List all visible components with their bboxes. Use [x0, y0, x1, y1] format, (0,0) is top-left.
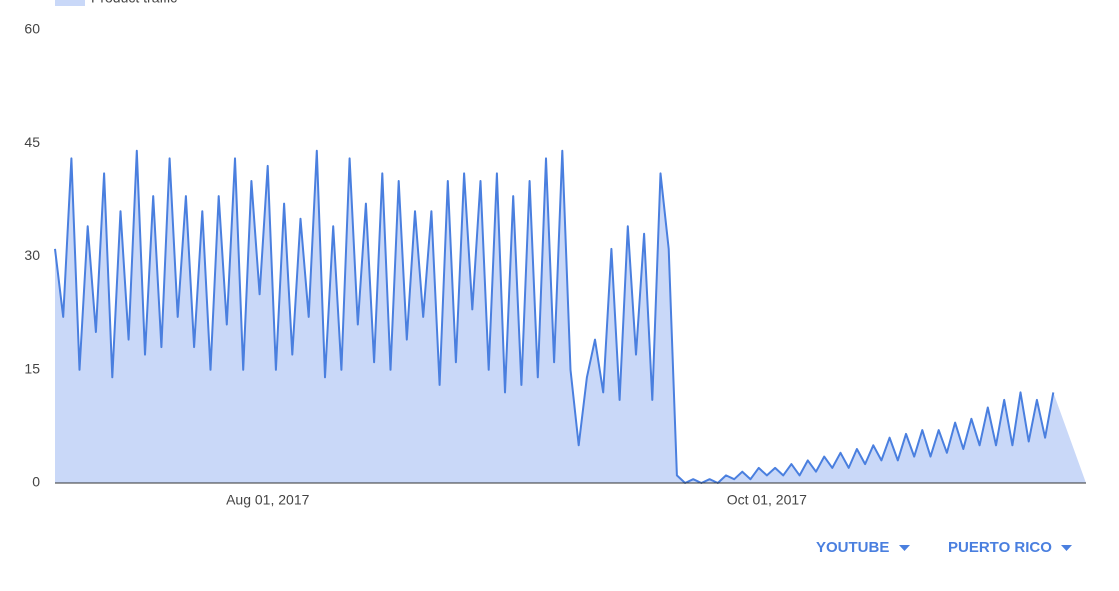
control-country[interactable]: PUERTO RICO [948, 539, 1072, 556]
y-tick-label: 45 [24, 134, 40, 150]
y-tick-label: 60 [24, 21, 40, 37]
control-label[interactable]: YOUTUBE [816, 539, 889, 556]
y-tick-label: 15 [24, 360, 40, 376]
x-tick-label: Oct 01, 2017 [727, 492, 807, 508]
dropdown-arrow[interactable] [1061, 545, 1072, 551]
line [54, 149, 1055, 484]
control-label[interactable]: PUERTO RICO [948, 539, 1052, 556]
y-tick-label: 30 [24, 247, 40, 263]
legend-label: Product traffic [91, 0, 177, 6]
area [55, 150, 1086, 484]
legend-swatch [55, 0, 85, 6]
dropdown-arrow[interactable] [899, 545, 910, 551]
x-tick-label: Aug 01, 2017 [226, 492, 310, 508]
control-youtube[interactable]: YOUTUBE [816, 539, 910, 556]
y-tick-label: 0 [32, 474, 40, 490]
